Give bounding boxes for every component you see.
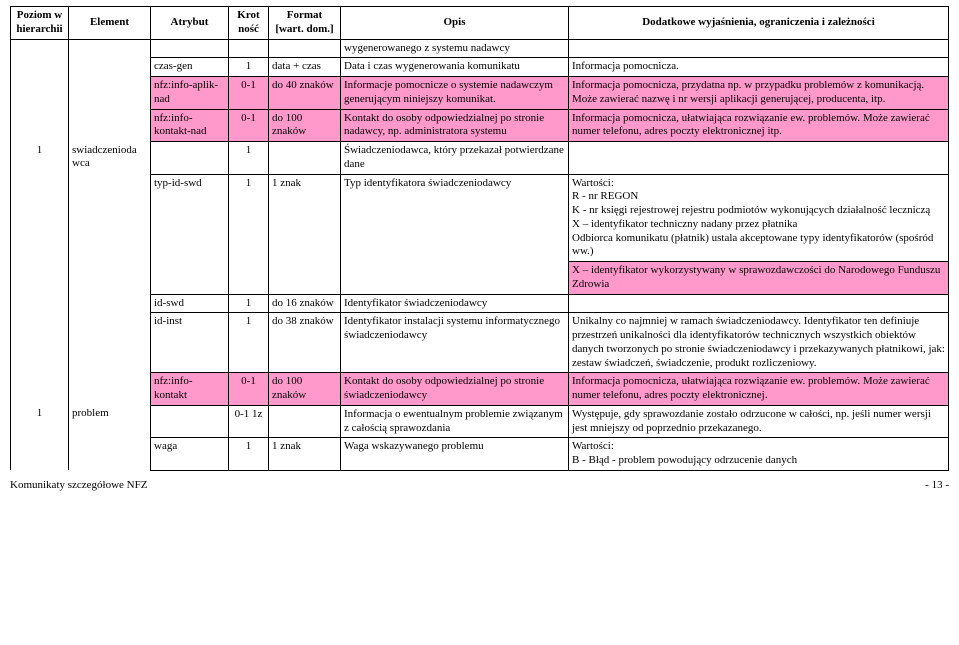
cell-krot: 0-1 bbox=[229, 77, 269, 110]
cell-opis: Informacje pomocnicze o systemie nadawcz… bbox=[341, 77, 569, 110]
spec-table: Poziom w hierarchii Element Atrybut Krot… bbox=[10, 6, 949, 471]
table-row: id-swd 1 do 16 znaków Identyfikator świa… bbox=[11, 294, 949, 313]
cell-opis: Identyfikator świadczeniodawcy bbox=[341, 294, 569, 313]
cell-atrybut: nfz:info-kontakt bbox=[151, 373, 229, 406]
cell-wyj: Unikalny co najmniej w ramach świadczeni… bbox=[569, 313, 949, 373]
cell-krot: 1 bbox=[229, 174, 269, 294]
cell-wyj bbox=[569, 294, 949, 313]
cell-opis: Data i czas wygenerowania komunikatu bbox=[341, 58, 569, 77]
cell-format: do 38 znaków bbox=[269, 313, 341, 373]
cell-wyj: Informacja pomocnicza. bbox=[569, 58, 949, 77]
cell-atrybut: nfz:info-kontakt-nad bbox=[151, 109, 229, 142]
cell-format: do 40 znaków bbox=[269, 77, 341, 110]
cell-wyj bbox=[569, 142, 949, 175]
cell-wyj: Informacja pomocnicza, ułatwiająca rozwi… bbox=[569, 109, 949, 142]
cell-wyj-pink: X – identyfikator wykorzystywany w spraw… bbox=[569, 262, 949, 295]
cell-wyj bbox=[569, 39, 949, 58]
cell-krot: 1 bbox=[229, 58, 269, 77]
cell-atrybut: nfz:info-aplik-nad bbox=[151, 77, 229, 110]
cell-element: problem bbox=[69, 405, 151, 470]
cell-krot: 0-1 1z bbox=[229, 405, 269, 438]
cell-format bbox=[269, 142, 341, 175]
cell-wyj: Informacja pomocnicza, ułatwiająca rozwi… bbox=[569, 373, 949, 406]
col-atrybut: Atrybut bbox=[151, 7, 229, 40]
cell-format: data + czas bbox=[269, 58, 341, 77]
table-row: nfz:info-aplik-nad 0-1 do 40 znaków Info… bbox=[11, 77, 949, 110]
cell-wyj: Występuje, gdy sprawozdanie zostało odrz… bbox=[569, 405, 949, 438]
cell-atrybut: id-inst bbox=[151, 313, 229, 373]
header-row: Poziom w hierarchii Element Atrybut Krot… bbox=[11, 7, 949, 40]
cell-format: 1 znak bbox=[269, 174, 341, 294]
col-element: Element bbox=[69, 7, 151, 40]
page-footer: Komunikaty szczegółowe NFZ - 13 - bbox=[10, 479, 949, 491]
cell-element bbox=[69, 39, 151, 142]
table-row: wygenerowanego z systemu nadawcy bbox=[11, 39, 949, 58]
footer-page: - 13 - bbox=[925, 479, 949, 491]
cell-atrybut bbox=[151, 142, 229, 175]
cell-krot: 0-1 bbox=[229, 109, 269, 142]
cell-poziom: 1 bbox=[11, 405, 69, 470]
cell-format: do 100 znaków bbox=[269, 109, 341, 142]
cell-atrybut: czas-gen bbox=[151, 58, 229, 77]
cell-opis: Waga wskazywanego problemu bbox=[341, 438, 569, 471]
cell-atrybut: typ-id-swd bbox=[151, 174, 229, 294]
table-row: waga 1 1 znak Waga wskazywanego problemu… bbox=[11, 438, 949, 471]
cell-opis: Identyfikator instalacji systemu informa… bbox=[341, 313, 569, 373]
cell-opis: Typ identyfikatora świadczeniodawcy bbox=[341, 174, 569, 294]
cell-element: swiadczenioda wca bbox=[69, 142, 151, 406]
cell-poziom bbox=[11, 39, 69, 142]
cell-atrybut bbox=[151, 39, 229, 58]
cell-poziom: 1 bbox=[11, 142, 69, 406]
cell-atrybut bbox=[151, 405, 229, 438]
cell-opis: Informacja o ewentualnym problemie związ… bbox=[341, 405, 569, 438]
table-row: nfz:info-kontakt-nad 0-1 do 100 znaków K… bbox=[11, 109, 949, 142]
cell-format bbox=[269, 405, 341, 438]
cell-opis: Świadczeniodawca, który przekazał potwie… bbox=[341, 142, 569, 175]
cell-krot: 1 bbox=[229, 142, 269, 175]
table-row: id-inst 1 do 38 znaków Identyfikator ins… bbox=[11, 313, 949, 373]
col-wyjasnienia: Dodatkowe wyjaśnienia, ograniczenia i za… bbox=[569, 7, 949, 40]
cell-format bbox=[269, 39, 341, 58]
cell-krot bbox=[229, 39, 269, 58]
table-row: 1 swiadczenioda wca 1 Świadczeniodawca, … bbox=[11, 142, 949, 175]
col-poziom: Poziom w hierarchii bbox=[11, 7, 69, 40]
footer-left: Komunikaty szczegółowe NFZ bbox=[10, 479, 147, 491]
cell-wyj: Wartości: R - nr REGON K - nr księgi rej… bbox=[569, 174, 949, 262]
cell-atrybut: waga bbox=[151, 438, 229, 471]
cell-krot: 0-1 bbox=[229, 373, 269, 406]
col-format: Format [wart. dom.] bbox=[269, 7, 341, 40]
col-opis: Opis bbox=[341, 7, 569, 40]
cell-krot: 1 bbox=[229, 313, 269, 373]
cell-wyj: Wartości: B - Błąd - problem powodujący … bbox=[569, 438, 949, 471]
cell-wyj: Informacja pomocnicza, przydatna np. w p… bbox=[569, 77, 949, 110]
cell-format: 1 znak bbox=[269, 438, 341, 471]
cell-format: do 16 znaków bbox=[269, 294, 341, 313]
cell-opis: Kontakt do osoby odpowiedzialnej po stro… bbox=[341, 109, 569, 142]
table-row: 1 problem 0-1 1z Informacja o ewentualny… bbox=[11, 405, 949, 438]
col-krotnosc: Krot ność bbox=[229, 7, 269, 40]
cell-opis: wygenerowanego z systemu nadawcy bbox=[341, 39, 569, 58]
table-row: typ-id-swd 1 1 znak Typ identyfikatora ś… bbox=[11, 174, 949, 262]
cell-format: do 100 znaków bbox=[269, 373, 341, 406]
cell-opis: Kontakt do osoby odpowiedzialnej po stro… bbox=[341, 373, 569, 406]
cell-krot: 1 bbox=[229, 438, 269, 471]
table-row: nfz:info-kontakt 0-1 do 100 znaków Konta… bbox=[11, 373, 949, 406]
cell-krot: 1 bbox=[229, 294, 269, 313]
cell-atrybut: id-swd bbox=[151, 294, 229, 313]
table-row: czas-gen 1 data + czas Data i czas wygen… bbox=[11, 58, 949, 77]
